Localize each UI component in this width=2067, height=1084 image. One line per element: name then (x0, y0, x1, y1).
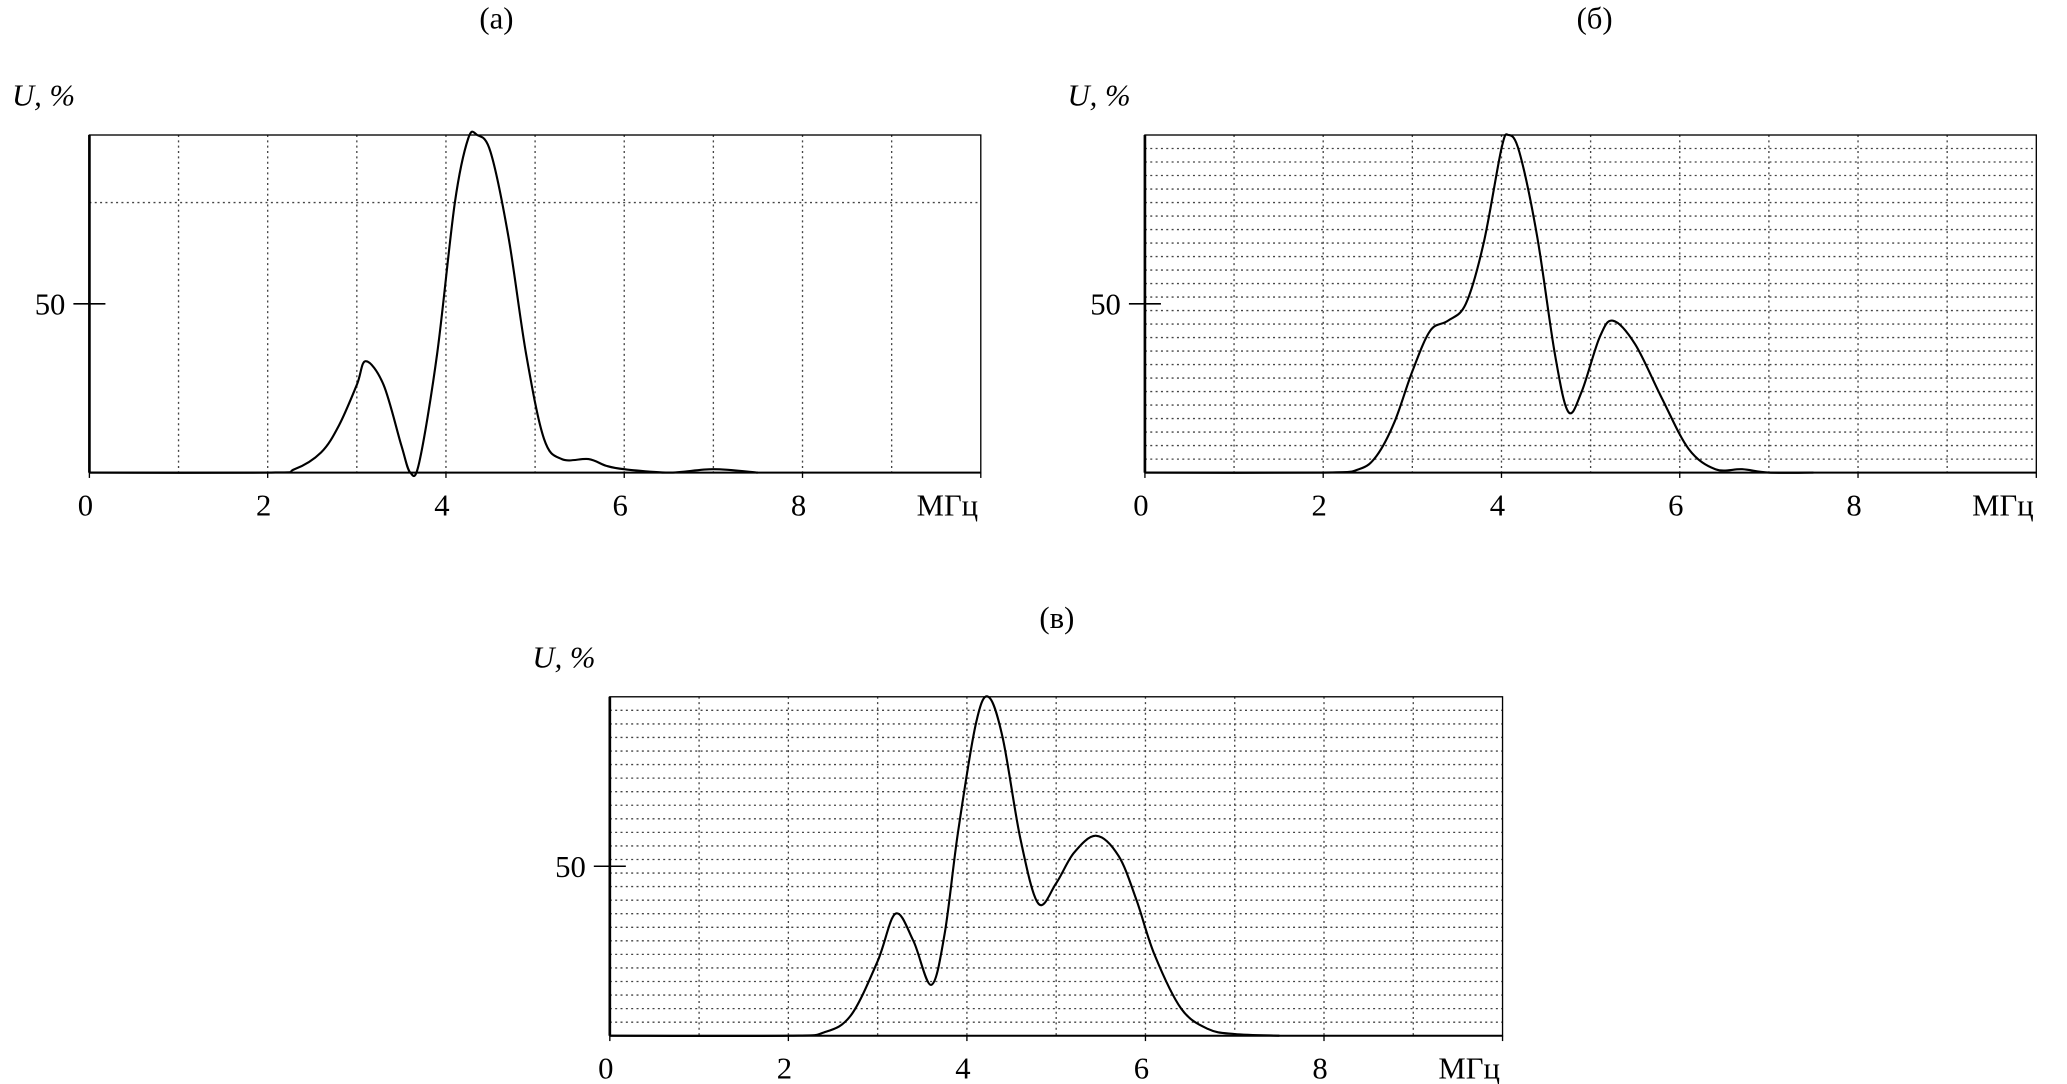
panel-title: (в) (1039, 601, 1074, 635)
x-tick-label: МГц (1438, 1051, 1499, 1084)
x-tick-label: 2 (256, 488, 271, 522)
y-axis-label: U, % (12, 79, 75, 113)
y-axis-label: U, % (1068, 79, 1131, 113)
x-tick-label: 4 (434, 488, 449, 522)
x-tick-label: 4 (955, 1051, 970, 1084)
plot-frame (88, 134, 982, 474)
x-tick-label: 0 (78, 488, 93, 522)
plot-frame (609, 696, 1504, 1037)
x-tick-label: 6 (1134, 1051, 1149, 1084)
x-tick-label: МГц (917, 488, 978, 522)
y-axis-label: U, % (532, 640, 595, 674)
y-tick-label: 50 (35, 287, 66, 321)
y-tick-label: 50 (555, 850, 586, 884)
x-tick-label: МГц (1972, 488, 2033, 522)
x-tick-label: 4 (1490, 488, 1505, 522)
panel-title: (а) (479, 2, 513, 36)
x-tick-label: 0 (598, 1051, 613, 1084)
x-tick-label: 0 (1133, 488, 1148, 522)
y-tick-label: 50 (1090, 287, 1121, 321)
x-tick-label: 2 (1312, 488, 1327, 522)
data-line (1144, 133, 1814, 474)
x-tick-label: 6 (1668, 488, 1683, 522)
x-tick-label: 6 (613, 488, 628, 522)
data-line (609, 695, 1280, 1038)
panel-title: (б) (1577, 2, 1613, 36)
plot-frame (1144, 134, 2037, 474)
x-tick-label: 2 (777, 1051, 792, 1084)
x-tick-label: 8 (1312, 1051, 1327, 1084)
x-tick-label: 8 (791, 488, 806, 522)
x-tick-label: 8 (1846, 488, 1861, 522)
data-line (89, 130, 759, 478)
